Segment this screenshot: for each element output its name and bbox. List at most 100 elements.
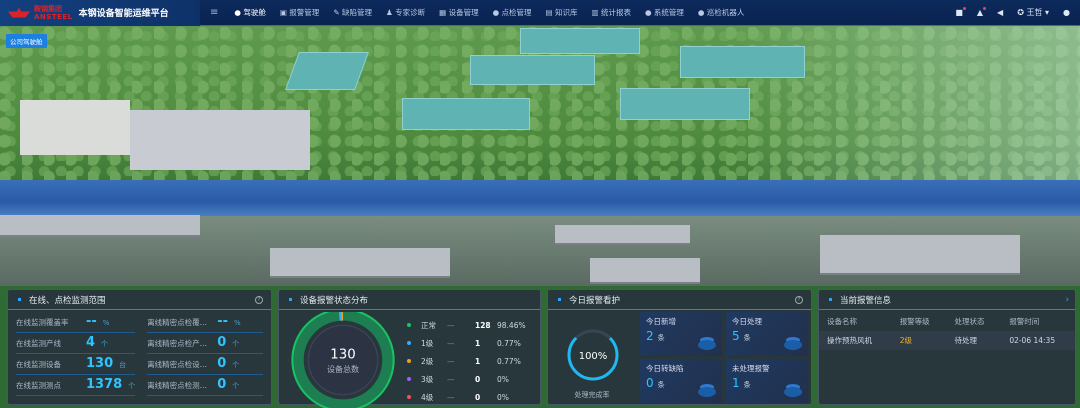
settings-icon[interactable]: ●	[1063, 8, 1070, 17]
card-unit: 条	[657, 334, 665, 342]
legend-item: 3级 — 0 0%	[407, 370, 547, 388]
metric-label: 在线监测测点	[16, 381, 61, 390]
building	[470, 55, 595, 85]
dash: —	[447, 392, 455, 402]
sound-icon[interactable]: ◀	[997, 8, 1004, 17]
legend-dot	[407, 377, 411, 381]
card-value: 1	[732, 376, 740, 390]
nav-item[interactable]: ● 系统管理	[644, 8, 684, 17]
stat-card[interactable]: 今日转缺陷 0 条	[640, 359, 722, 403]
nav-item[interactable]: ● 巡检机器人	[697, 8, 745, 17]
building	[620, 88, 750, 120]
nav-item[interactable]: ● 驾驶舱	[234, 8, 266, 17]
ansteel-logo-icon	[8, 7, 30, 18]
table-cell: 02-06 14:35	[1001, 331, 1075, 350]
column-header: 报警时间	[1009, 317, 1040, 326]
stat-card[interactable]: 未处理报警 1 条	[726, 359, 808, 403]
nav-item[interactable]: ✎ 缺陷管理	[333, 8, 372, 17]
metric-value: 1378	[86, 377, 123, 392]
level-pct: 0.77%	[497, 356, 521, 366]
plant-area	[20, 100, 130, 155]
chevron-right-icon[interactable]: ›	[1065, 294, 1069, 305]
metric-label: 离线精密点检产...	[147, 339, 207, 348]
notification-icon[interactable]: ■	[955, 7, 966, 17]
pedestal-icon	[784, 340, 802, 350]
panel-title: 当前报警信息	[840, 295, 892, 306]
alarm-icon[interactable]: ▲	[976, 7, 987, 17]
metric-value: 0	[217, 356, 227, 371]
ring-fill	[567, 329, 619, 381]
metric-row: 离线精密点检测... 0 个	[147, 377, 263, 396]
river	[0, 180, 1080, 216]
donut-center	[307, 324, 379, 396]
metric-value: 4	[86, 335, 96, 350]
metric-unit: 个	[232, 340, 240, 348]
metric-label: 在线监测覆盖率	[16, 318, 69, 327]
pedestal-icon	[698, 387, 716, 397]
card-value: 2	[646, 329, 654, 343]
level-pct: 0%	[497, 392, 509, 402]
dash: —	[447, 356, 455, 366]
nav-item[interactable]: ● 点检管理	[492, 8, 532, 17]
metric-label: 离线精密点检设...	[147, 360, 207, 369]
metric-value: 0	[217, 335, 227, 350]
nav-item[interactable]: ▥ 统计报表	[591, 8, 631, 17]
stat-card[interactable]: 今日新增 2 条	[640, 312, 722, 356]
total-value: 130	[330, 348, 355, 363]
help-icon[interactable]: ?	[795, 295, 803, 304]
metric-label: 在线监测设备	[16, 360, 61, 369]
hamburger-icon[interactable]: ≡	[210, 7, 219, 18]
alarm-distribution-panel: 设备报警状态分布 130 设备总数 正常 — 128 98.46% 1级 — 1 0.77% 2…	[278, 289, 541, 408]
alarm-donut-chart: 130 设备总数	[291, 312, 395, 408]
pedestal-icon	[698, 340, 716, 350]
metric-value: --	[217, 314, 228, 329]
company-cockpit-badge[interactable]: 公司驾驶舱	[6, 34, 47, 48]
metric-label: 离线精密点检测...	[147, 381, 207, 390]
legend-item: 2级 — 1 0.77%	[407, 352, 547, 370]
dash: —	[447, 338, 455, 348]
card-unit: 条	[743, 381, 751, 389]
nav-item[interactable]: ▦ 设备管理	[439, 8, 479, 17]
card-value: 5	[732, 329, 740, 343]
nav-item[interactable]: ♟ 专家诊断	[385, 8, 426, 17]
dash: —	[447, 374, 455, 384]
nav-item[interactable]: ▤ 知识库	[545, 8, 578, 17]
metric-unit: 个	[232, 382, 240, 390]
card-label: 今日新增	[646, 317, 676, 326]
user-name: 王哲	[1026, 8, 1043, 17]
panel-title: 今日报警看护	[569, 295, 621, 306]
metric-unit: 个	[232, 361, 240, 369]
level-count: 0	[475, 374, 481, 384]
table-cell: 操作预热风机	[819, 331, 892, 350]
table-cell: 待处理	[946, 331, 1002, 350]
legend-item: 4级 — 0 0%	[407, 388, 547, 406]
metric-row: 在线监测产线 4 个	[16, 335, 136, 354]
metric-label: 离线精密点检覆...	[147, 318, 207, 327]
completion-label: 处理完成率	[574, 391, 610, 399]
card-label: 今日转缺陷	[646, 364, 684, 373]
legend-dot	[407, 395, 411, 399]
top-navigation-bar: 鞍钢集团 ANSTEEL 本钢设备智能运维平台 ≡ ● 驾驶舱 ▣ 报警管理 ✎ 缺陷…	[0, 0, 1080, 26]
metric-value: 0	[217, 377, 227, 392]
nav-item[interactable]: ▣ 报警管理	[279, 8, 320, 17]
user-menu[interactable]: ✪ 王哲 ▾	[1017, 7, 1049, 18]
card-value: 0	[646, 376, 654, 390]
legend-dot	[407, 323, 411, 327]
table-row[interactable]: 操作预热风机 2级 待处理 02-06 14:35	[819, 331, 1075, 350]
help-icon[interactable]: ?	[255, 295, 263, 304]
metric-row: 离线精密点检设... 0 个	[147, 356, 263, 375]
stat-card[interactable]: 今日处理 5 条	[726, 312, 808, 356]
metric-row: 离线精密点检产... 0 个	[147, 335, 263, 354]
app-title: 本钢设备智能运维平台	[78, 9, 169, 19]
column-header: 报警等级	[899, 317, 930, 326]
building	[402, 98, 530, 130]
table-cell: 2级	[891, 331, 947, 350]
level-pct: 0.77%	[497, 338, 521, 348]
building	[680, 46, 805, 78]
completion-rate: 100%	[579, 351, 608, 362]
building	[555, 225, 690, 245]
building	[285, 52, 369, 90]
level-name: 3级	[421, 374, 434, 384]
pedestal-icon	[784, 387, 802, 397]
